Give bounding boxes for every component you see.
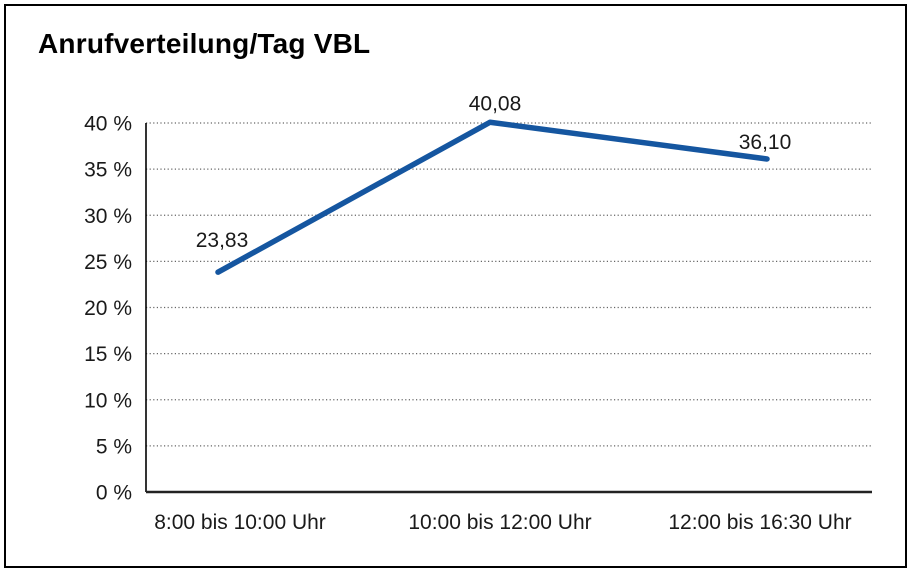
axes (145, 123, 872, 494)
data-point-label: 36,10 (739, 131, 792, 154)
data-point-label: 40,08 (469, 92, 522, 115)
y-tick-label: 15 % (84, 343, 132, 366)
y-tick-label: 35 % (84, 159, 132, 182)
y-tick-label: 10 % (84, 389, 132, 412)
y-tick-label: 40 % (84, 113, 132, 136)
data-point-label: 23,83 (196, 229, 249, 252)
x-axis-tick-labels: 8:00 bis 10:00 Uhr 10:00 bis 12:00 Uhr 12:… (154, 511, 851, 534)
data-point-labels: 23,83 40,08 36,10 (196, 92, 792, 252)
x-tick-label: 12:00 bis 16:30 Uhr (668, 511, 851, 534)
y-tick-label: 25 % (84, 251, 132, 274)
series-line (215, 119, 770, 275)
data-series-line (215, 119, 770, 275)
y-axis-tick-labels: 0 % 5 % 10 % 15 % 20 % 25 % 30 % 35 % 40 % (84, 113, 132, 505)
y-tick-label: 20 % (84, 297, 132, 320)
x-tick-label: 8:00 bis 10:00 Uhr (154, 511, 326, 534)
y-tick-label: 30 % (84, 205, 132, 228)
chart-title: Anrufverteilung/Tag VBL (38, 28, 371, 59)
x-tick-label: 10:00 bis 12:00 Uhr (408, 511, 591, 534)
y-tick-label: 5 % (96, 435, 132, 458)
gridlines (146, 122, 872, 447)
y-tick-label: 0 % (96, 482, 132, 505)
